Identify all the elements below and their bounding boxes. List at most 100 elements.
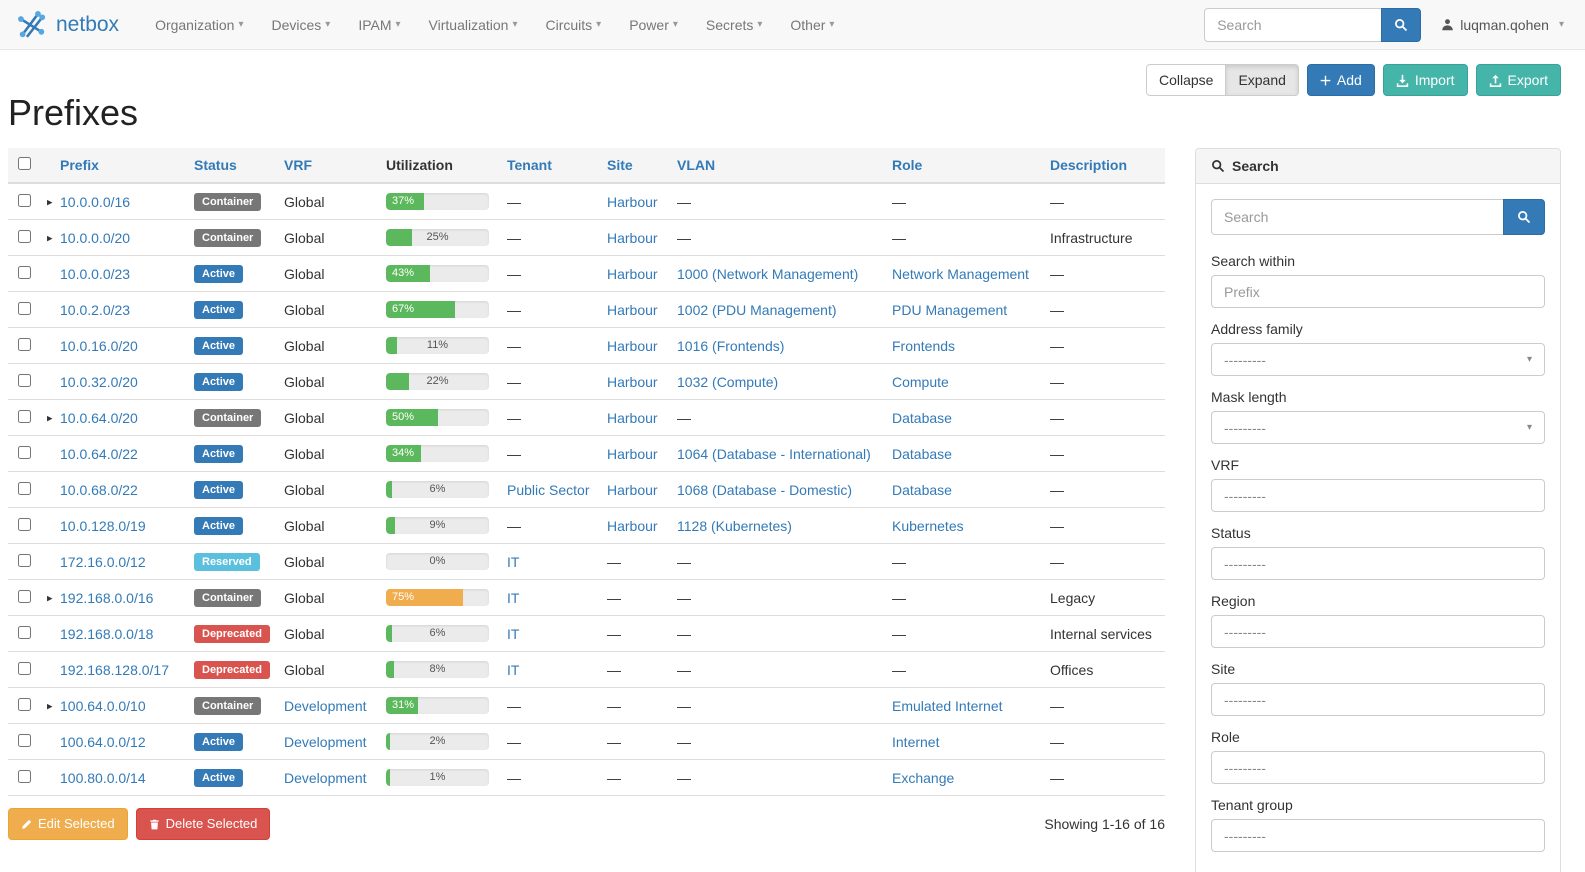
role-link[interactable]: Database — [892, 409, 952, 426]
prefix-link[interactable]: 10.0.32.0/20 — [60, 373, 138, 390]
site-link[interactable]: Harbour — [607, 229, 658, 246]
vlan-link[interactable]: 1068 (Database - Domestic) — [677, 481, 853, 498]
filter-search-button[interactable] — [1503, 199, 1545, 235]
prefix-link[interactable]: 10.0.0.0/20 — [60, 229, 131, 246]
role-link[interactable]: PDU Management — [892, 301, 1008, 318]
prefix-link[interactable]: 10.0.68.0/22 — [60, 481, 138, 498]
row-checkbox[interactable] — [18, 481, 31, 495]
filter-input-search-within[interactable] — [1211, 275, 1545, 308]
site-link[interactable]: Harbour — [607, 481, 658, 498]
nav-menu-virtualization[interactable]: Virtualization ▾ — [415, 0, 532, 49]
prefix-link[interactable]: 192.168.0.0/18 — [60, 625, 154, 642]
row-checkbox[interactable] — [18, 373, 31, 387]
vrf-link[interactable]: Development — [284, 697, 367, 714]
nav-menu-circuits[interactable]: Circuits ▾ — [531, 0, 615, 49]
delete-selected-button[interactable]: Delete Selected — [135, 808, 271, 840]
global-search-button[interactable] — [1381, 7, 1422, 42]
filter-select-role[interactable]: --------- — [1211, 751, 1545, 784]
select-all-checkbox[interactable] — [18, 157, 31, 170]
nav-menu-secrets[interactable]: Secrets ▾ — [692, 0, 777, 49]
site-link[interactable]: Harbour — [607, 373, 658, 390]
row-checkbox[interactable] — [18, 625, 31, 639]
user-menu[interactable]: luqman.qohen ▾ — [1441, 17, 1570, 33]
prefix-link[interactable]: 10.0.16.0/20 — [60, 337, 138, 354]
role-link[interactable]: Frontends — [892, 337, 956, 354]
vlan-link[interactable]: 1016 (Frontends) — [677, 337, 785, 354]
vlan-link[interactable]: 1064 (Database - International) — [677, 445, 871, 462]
row-checkbox[interactable] — [18, 337, 31, 351]
row-checkbox[interactable] — [18, 733, 31, 747]
prefix-link[interactable]: 192.168.128.0/17 — [60, 661, 169, 678]
row-checkbox[interactable] — [18, 445, 31, 459]
tenant-link[interactable]: IT — [507, 625, 520, 642]
vlan-link[interactable]: 1128 (Kubernetes) — [677, 517, 792, 534]
global-search-input[interactable] — [1204, 7, 1383, 42]
prefix-link[interactable]: 10.0.0.0/16 — [60, 193, 131, 210]
netbox-logo[interactable]: netbox — [15, 8, 119, 42]
filter-select-address-family[interactable]: --------- ▾ — [1211, 343, 1545, 376]
column-header-role[interactable]: Role — [884, 148, 1042, 184]
nav-menu-organization[interactable]: Organization ▾ — [141, 0, 257, 49]
row-checkbox[interactable] — [18, 193, 31, 207]
site-link[interactable]: Harbour — [607, 265, 658, 282]
prefix-link[interactable]: 10.0.0.0/23 — [60, 265, 131, 282]
role-link[interactable]: Database — [892, 481, 952, 498]
row-checkbox[interactable] — [18, 265, 31, 279]
row-checkbox[interactable] — [18, 229, 31, 243]
row-checkbox[interactable] — [18, 553, 31, 567]
tenant-link[interactable]: IT — [507, 553, 520, 570]
column-header-description[interactable]: Description — [1042, 148, 1165, 184]
nav-menu-other[interactable]: Other ▾ — [776, 0, 848, 49]
row-checkbox[interactable] — [18, 409, 31, 423]
prefix-link[interactable]: 10.0.64.0/20 — [60, 409, 138, 426]
column-header-status[interactable]: Status — [186, 148, 276, 184]
expand-caret-icon[interactable]: ▸ — [47, 232, 53, 244]
add-button[interactable]: Add — [1306, 64, 1375, 96]
column-header-vrf[interactable]: VRF — [276, 148, 378, 184]
filter-select-region[interactable]: --------- — [1211, 615, 1545, 648]
filter-search-input[interactable] — [1211, 199, 1504, 235]
filter-select-status[interactable]: --------- — [1211, 547, 1545, 580]
row-checkbox[interactable] — [18, 661, 31, 675]
vrf-link[interactable]: Development — [284, 769, 367, 786]
role-link[interactable]: Kubernetes — [892, 517, 964, 534]
prefix-link[interactable]: 10.0.128.0/19 — [60, 517, 146, 534]
expand-button[interactable]: Expand — [1225, 64, 1299, 96]
role-link[interactable]: Exchange — [892, 769, 955, 786]
site-link[interactable]: Harbour — [607, 301, 658, 318]
prefix-link[interactable]: 100.64.0.0/10 — [60, 697, 146, 714]
column-header-site[interactable]: Site — [599, 148, 669, 184]
row-checkbox[interactable] — [18, 517, 31, 531]
expand-caret-icon[interactable]: ▸ — [47, 700, 53, 712]
prefix-link[interactable]: 192.168.0.0/16 — [60, 589, 154, 606]
expand-caret-icon[interactable]: ▸ — [47, 412, 53, 424]
tenant-link[interactable]: Public Sector — [507, 481, 590, 498]
nav-menu-ipam[interactable]: IPAM ▾ — [344, 0, 414, 49]
column-header-tenant[interactable]: Tenant — [499, 148, 599, 184]
edit-selected-button[interactable]: Edit Selected — [8, 808, 128, 840]
vrf-link[interactable]: Development — [284, 733, 367, 750]
role-link[interactable]: Network Management — [892, 265, 1029, 282]
prefix-link[interactable]: 10.0.2.0/23 — [60, 301, 131, 318]
vlan-link[interactable]: 1002 (PDU Management) — [677, 301, 837, 318]
site-link[interactable]: Harbour — [607, 409, 658, 426]
prefix-link[interactable]: 100.64.0.0/12 — [60, 733, 146, 750]
nav-menu-power[interactable]: Power ▾ — [615, 0, 692, 49]
prefix-link[interactable]: 10.0.64.0/22 — [60, 445, 138, 462]
vlan-link[interactable]: 1000 (Network Management) — [677, 265, 859, 282]
row-checkbox[interactable] — [18, 769, 31, 783]
row-checkbox[interactable] — [18, 301, 31, 315]
column-header-vlan[interactable]: VLAN — [669, 148, 884, 184]
site-link[interactable]: Harbour — [607, 193, 658, 210]
row-checkbox[interactable] — [18, 697, 31, 711]
vlan-link[interactable]: 1032 (Compute) — [677, 373, 779, 390]
site-link[interactable]: Harbour — [607, 517, 658, 534]
tenant-link[interactable]: IT — [507, 589, 520, 606]
role-link[interactable]: Compute — [892, 373, 949, 390]
role-link[interactable]: Internet — [892, 733, 940, 750]
filter-select-vrf[interactable]: --------- — [1211, 479, 1545, 512]
expand-caret-icon[interactable]: ▸ — [47, 592, 53, 604]
prefix-link[interactable]: 100.80.0.0/14 — [60, 769, 146, 786]
site-link[interactable]: Harbour — [607, 445, 658, 462]
filter-select-mask-length[interactable]: --------- ▾ — [1211, 411, 1545, 444]
